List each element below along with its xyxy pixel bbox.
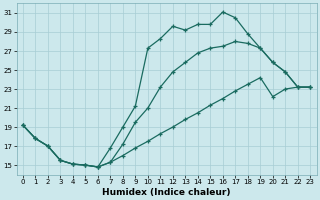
X-axis label: Humidex (Indice chaleur): Humidex (Indice chaleur): [102, 188, 231, 197]
